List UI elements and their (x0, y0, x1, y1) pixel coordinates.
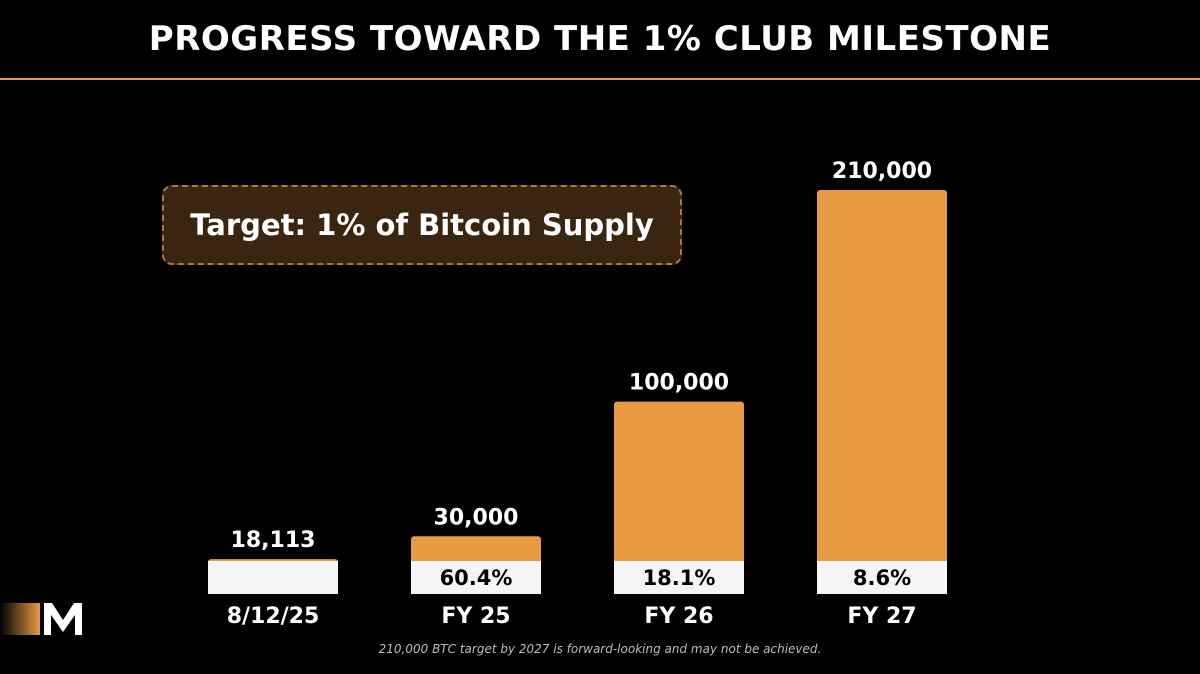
bar-target (817, 190, 947, 594)
category-label: FY 26 (644, 604, 713, 629)
bar-value-label: 210,000 (832, 159, 932, 184)
category-label: FY 25 (441, 604, 510, 629)
bar-current-holdings (614, 561, 744, 594)
target-label: Target: 1% of Bitcoin Supply (190, 208, 654, 242)
company-logo-icon (0, 603, 82, 635)
footnote: 210,000 BTC target by 2027 is forward-lo… (378, 642, 822, 656)
bar-progress-label: 18.1% (643, 566, 716, 590)
bar-progress-label: 60.4% (440, 566, 513, 590)
bar-current-holdings (411, 561, 541, 594)
page-title: PROGRESS TOWARD THE 1% CLUB MILESTONE (148, 19, 1052, 59)
bar-progress-label: 8.6% (853, 566, 911, 590)
bar-value-label: 18,113 (231, 528, 316, 553)
bar-value-label: 30,000 (434, 505, 519, 530)
category-label: FY 27 (847, 604, 916, 629)
bar-target (614, 401, 744, 594)
category-label: 8/12/25 (227, 604, 320, 629)
bar-value-label: 100,000 (629, 371, 729, 396)
bar-current-holdings (208, 561, 338, 594)
bar-current-holdings (817, 561, 947, 594)
target-callout: Target: 1% of Bitcoin Supply (162, 185, 682, 265)
page-header: PROGRESS TOWARD THE 1% CLUB MILESTONE (0, 0, 1200, 80)
